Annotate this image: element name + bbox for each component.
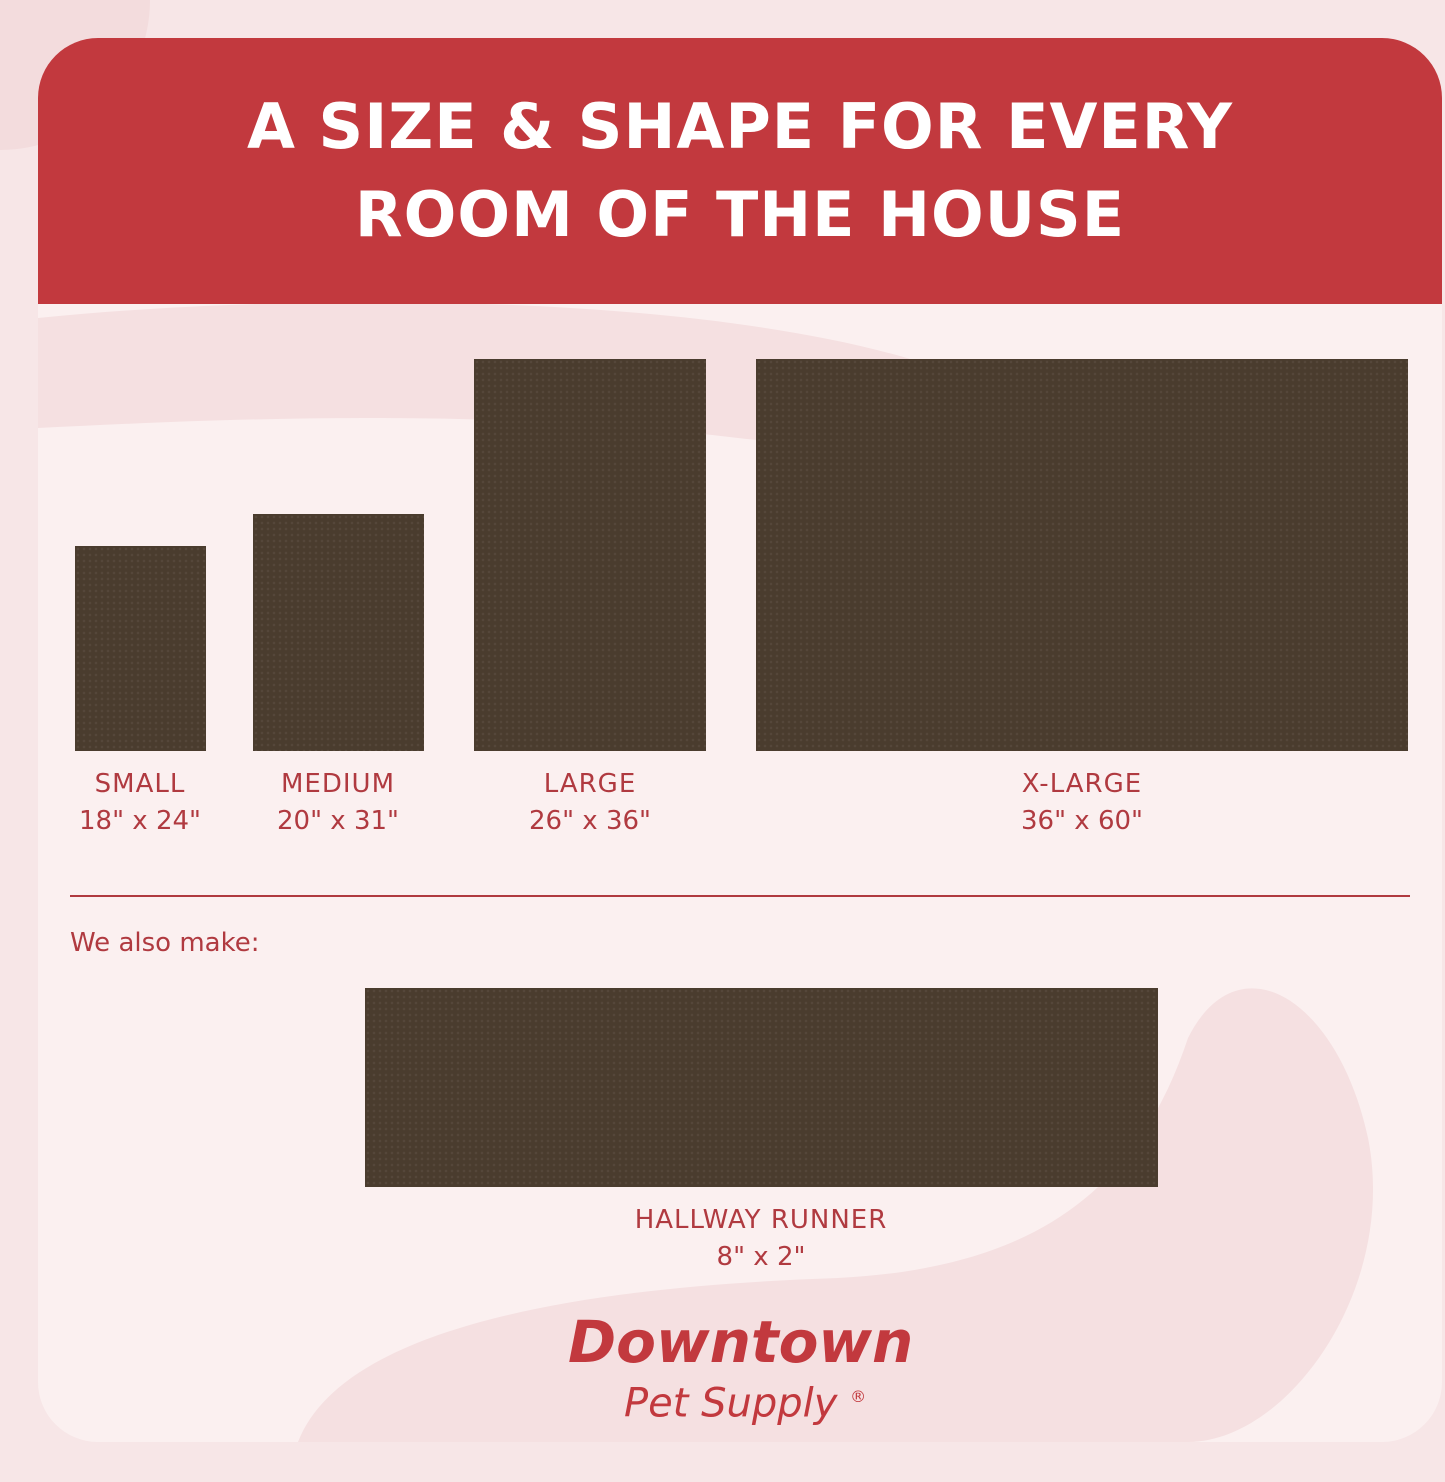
- size-dims: 8" x 2": [716, 1242, 806, 1272]
- size-name: SMALL: [94, 769, 186, 799]
- page-title: A SIZE & SHAPE FOR EVERY ROOM OF THE HOU…: [247, 83, 1233, 259]
- mat-large: [474, 359, 706, 751]
- size-dims: 18" x 24": [78, 806, 202, 836]
- also-make-label: We also make:: [70, 928, 260, 958]
- brand-subname: Pet Supply ®: [624, 1374, 913, 1426]
- infographic-card: A SIZE & SHAPE FOR EVERY ROOM OF THE HOU…: [38, 38, 1442, 1442]
- mat-hallway-runner: [365, 988, 1158, 1187]
- brand-subname-text: Pet Supply: [624, 1380, 838, 1427]
- title-line-2: ROOM OF THE HOUSE: [354, 178, 1126, 251]
- size-label-x-large: X-LARGE 36" x 60": [1021, 766, 1143, 840]
- size-label-small: SMALL 18" x 24": [79, 766, 201, 840]
- title-line-1: A SIZE & SHAPE FOR EVERY: [246, 90, 1234, 163]
- size-name: MEDIUM: [280, 769, 396, 799]
- brand-name: Downtown: [568, 1308, 914, 1376]
- size-dims: 36" x 60": [1020, 806, 1144, 836]
- background-swirl-bottom: [298, 988, 1374, 1442]
- size-label-medium: MEDIUM 20" x 31": [277, 766, 399, 840]
- mat-small: [75, 546, 206, 751]
- mat-x-large: [756, 359, 1408, 751]
- size-name: HALLWAY RUNNER: [634, 1205, 888, 1235]
- header-banner: A SIZE & SHAPE FOR EVERY ROOM OF THE HOU…: [38, 38, 1442, 304]
- size-label-hallway-runner: HALLWAY RUNNER 8" x 2": [635, 1202, 888, 1276]
- size-dims: 26" x 36": [528, 806, 652, 836]
- brand-logo: Downtown Pet Supply ®: [568, 1310, 913, 1426]
- divider: [70, 895, 1410, 897]
- size-name: X-LARGE: [1021, 769, 1143, 799]
- registered-mark: ®: [850, 1387, 867, 1406]
- mat-medium: [253, 514, 424, 751]
- size-dims: 20" x 31": [276, 806, 400, 836]
- size-name: LARGE: [543, 769, 637, 799]
- size-label-large: LARGE 26" x 36": [529, 766, 651, 840]
